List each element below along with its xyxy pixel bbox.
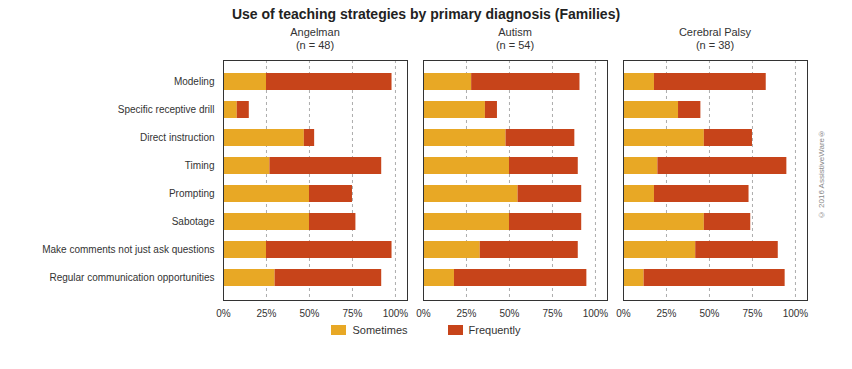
- html-text:Autism (n = 54): Autism (n = 54): [495, 26, 535, 51]
- svg-text:0%: 0%: [216, 308, 231, 319]
- svg-text:100%: 100%: [783, 308, 809, 319]
- svg-text:Specific receptive drill: Specific receptive drill: [118, 104, 215, 115]
- svg-text:25%: 25%: [256, 308, 276, 319]
- svg-text:Make comments not just ask que: Make comments not just ask questions: [42, 244, 214, 255]
- svg-text:0%: 0%: [616, 308, 631, 319]
- svg-text:25%: 25%: [656, 308, 676, 319]
- svg-text:Regular communication opportun: Regular communication opportunities: [49, 272, 214, 283]
- html-text:Frequently: Frequently: [468, 324, 521, 336]
- svg-text:50%: 50%: [499, 308, 519, 319]
- svg-text:Prompting: Prompting: [169, 188, 215, 199]
- svg-text:Sabotage: Sabotage: [172, 216, 215, 227]
- svg-text:Modeling: Modeling: [174, 76, 215, 87]
- svg-text:75%: 75%: [542, 308, 562, 319]
- html-text:© 2016 AssistiveWare®: © 2016 AssistiveWare®: [817, 128, 826, 220]
- svg-text:0%: 0%: [416, 308, 431, 319]
- svg-text:75%: 75%: [342, 308, 362, 319]
- svg-text:100%: 100%: [383, 308, 409, 319]
- svg-text:75%: 75%: [742, 308, 762, 319]
- html-text:Use of teaching strategies by: Use of teaching strategies by primary di…: [231, 6, 621, 22]
- svg-text:Timing: Timing: [185, 160, 215, 171]
- html-text:Sometimes: Sometimes: [352, 324, 408, 336]
- svg-text:50%: 50%: [299, 308, 319, 319]
- svg-text:50%: 50%: [699, 308, 719, 319]
- html-text:Cerebral Palsy (n = 38): Cerebral Palsy (n = 38): [678, 26, 752, 51]
- svg-text:25%: 25%: [456, 308, 476, 319]
- svg-text:Direct instruction: Direct instruction: [140, 132, 214, 143]
- html-text:Angelman (n = 48): Angelman (n = 48): [290, 26, 340, 51]
- svg-text:100%: 100%: [583, 308, 609, 319]
